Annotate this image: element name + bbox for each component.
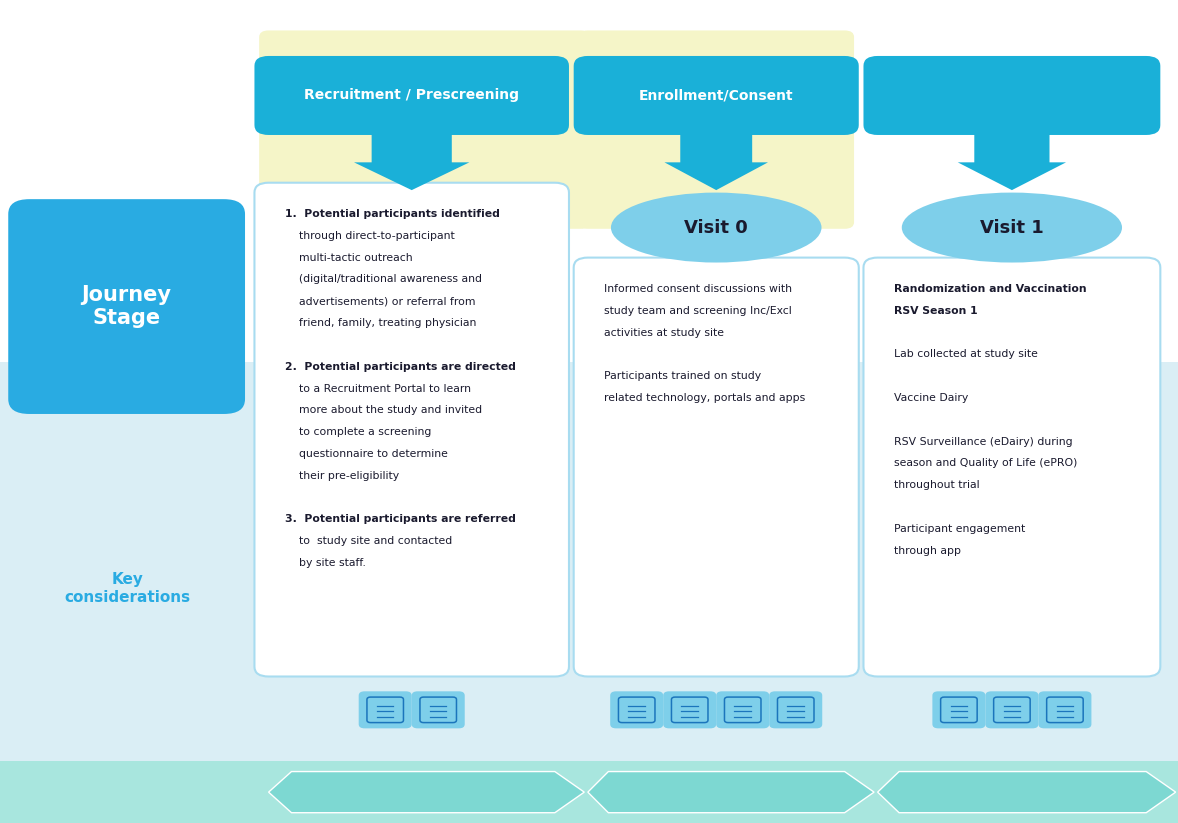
Text: study team and screening Inc/Excl: study team and screening Inc/Excl [604,305,792,316]
Text: to a Recruitment Portal to learn: to a Recruitment Portal to learn [285,384,471,393]
Text: season and Quality of Life (ePRO): season and Quality of Life (ePRO) [894,458,1078,468]
Polygon shape [664,128,768,190]
Text: Recruitment / Prescreening: Recruitment / Prescreening [304,88,519,103]
FancyBboxPatch shape [259,30,590,229]
FancyBboxPatch shape [254,183,569,677]
Text: multi-tactic outreach: multi-tactic outreach [285,253,412,263]
FancyBboxPatch shape [574,258,859,677]
Text: (digital/traditional awareness and: (digital/traditional awareness and [285,275,482,285]
Text: Vaccine Dairy: Vaccine Dairy [894,393,968,403]
Polygon shape [878,772,1176,813]
FancyBboxPatch shape [254,56,569,135]
Text: related technology, portals and apps: related technology, portals and apps [604,393,806,403]
Text: friend, family, treating physician: friend, family, treating physician [285,319,476,328]
Text: through direct-to-participant: through direct-to-participant [285,231,455,241]
FancyBboxPatch shape [663,691,716,728]
Polygon shape [355,128,469,190]
Text: by site staff.: by site staff. [285,558,366,568]
Text: 3.  Potential participants are referred: 3. Potential participants are referred [285,514,516,524]
Ellipse shape [611,193,821,263]
FancyBboxPatch shape [985,691,1039,728]
FancyBboxPatch shape [574,56,859,135]
FancyBboxPatch shape [716,691,769,728]
FancyBboxPatch shape [769,691,822,728]
Text: Lab collected at study site: Lab collected at study site [894,349,1038,360]
Text: RSV Surveillance (eDairy) during: RSV Surveillance (eDairy) during [894,436,1073,447]
FancyBboxPatch shape [412,691,464,728]
Text: Visit 1: Visit 1 [980,219,1044,236]
Text: their pre-eligibility: their pre-eligibility [285,471,399,481]
Ellipse shape [902,193,1121,263]
FancyBboxPatch shape [0,761,1178,823]
Text: RSV Season 1: RSV Season 1 [894,305,978,316]
Text: Randomization and Vaccination: Randomization and Vaccination [894,284,1087,294]
FancyBboxPatch shape [0,362,1178,823]
FancyBboxPatch shape [359,691,412,728]
Text: throughout trial: throughout trial [894,480,980,491]
Polygon shape [958,128,1066,190]
Text: more about the study and invited: more about the study and invited [285,405,482,416]
Text: Participants trained on study: Participants trained on study [604,371,761,381]
FancyBboxPatch shape [933,691,985,728]
FancyBboxPatch shape [8,199,245,414]
Text: Participant engagement: Participant engagement [894,524,1025,534]
FancyBboxPatch shape [863,56,1160,135]
Text: to complete a screening: to complete a screening [285,427,431,437]
FancyBboxPatch shape [610,691,663,728]
Polygon shape [269,772,584,813]
FancyBboxPatch shape [578,30,854,229]
Text: Visit 0: Visit 0 [684,219,748,236]
Text: to  study site and contacted: to study site and contacted [285,537,452,546]
Text: activities at study site: activities at study site [604,328,724,337]
FancyBboxPatch shape [863,258,1160,677]
Text: questionnaire to determine: questionnaire to determine [285,449,448,459]
FancyBboxPatch shape [1039,691,1091,728]
Text: Journey
Stage: Journey Stage [81,285,172,328]
Text: Informed consent discussions with: Informed consent discussions with [604,284,793,294]
Text: 1.  Potential participants identified: 1. Potential participants identified [285,209,499,219]
Text: through app: through app [894,546,961,556]
Text: Enrollment/Consent: Enrollment/Consent [638,88,794,103]
Polygon shape [588,772,874,813]
Text: 2.  Potential participants are directed: 2. Potential participants are directed [285,362,516,372]
Text: Key
considerations: Key considerations [64,572,191,605]
Text: advertisements) or referral from: advertisements) or referral from [285,296,476,306]
